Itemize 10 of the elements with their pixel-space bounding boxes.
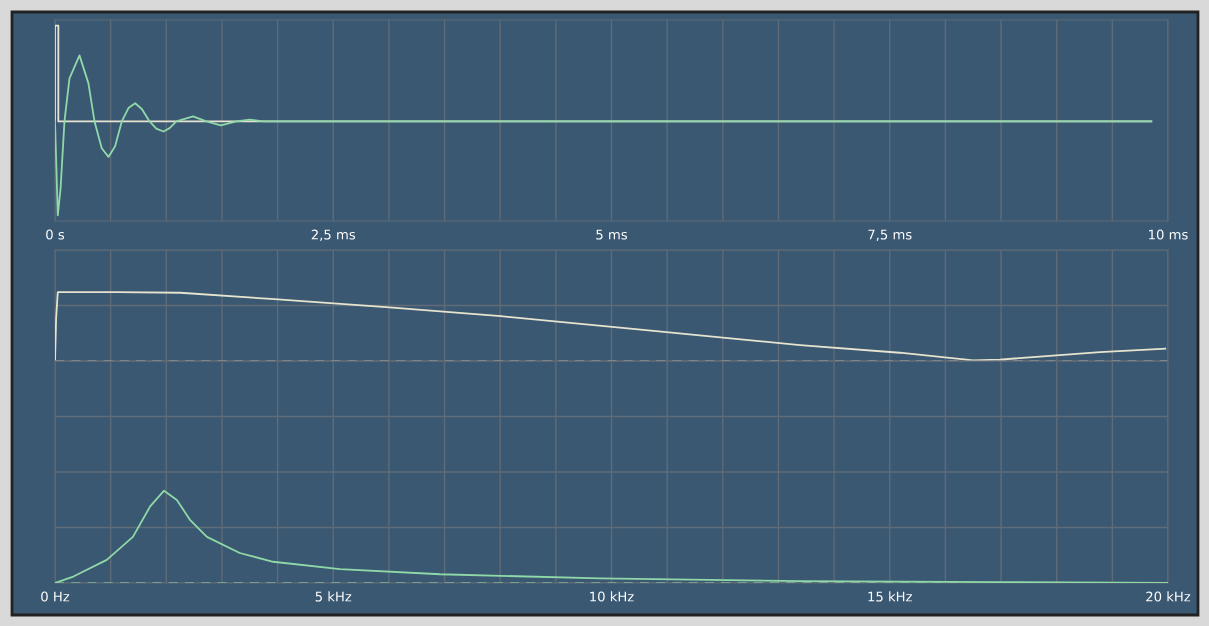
x-tick-label: 0 Hz — [41, 591, 70, 602]
x-tick-label: 10 ms — [1149, 229, 1188, 240]
x-tick-label: 0 s — [46, 229, 65, 240]
x-tick-label: 2,5 ms — [311, 229, 356, 241]
x-tick-label: 7,5 ms — [868, 229, 912, 241]
x-tick-label: 5 ms — [596, 229, 628, 240]
x-tick-label: 5 kHz — [315, 591, 352, 602]
x-tick-label: 15 kHz — [868, 591, 912, 602]
x-tick-label: 10 kHz — [590, 591, 634, 602]
x-tick-label: 20 kHz — [1146, 591, 1191, 602]
